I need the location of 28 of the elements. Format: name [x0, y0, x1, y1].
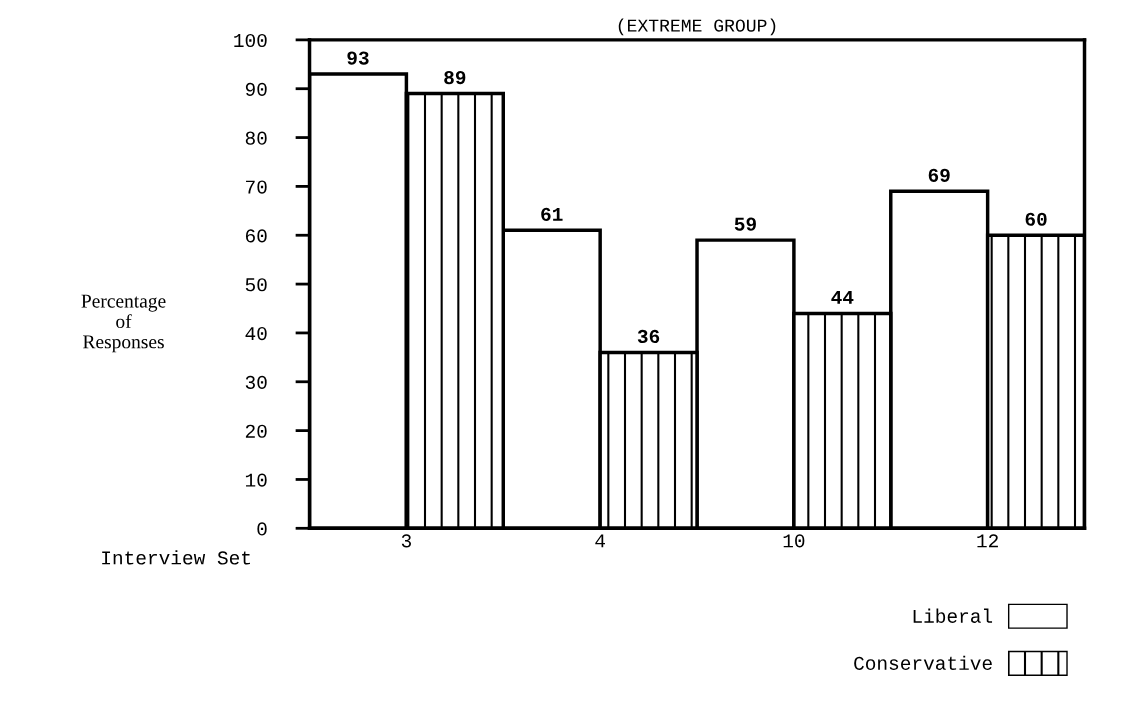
- x-tick-label: 4: [595, 534, 605, 548]
- x-axis-title: Interview Set: [102, 550, 250, 565]
- y-tick-label: 60: [245, 229, 267, 243]
- y-tick-label: 10: [245, 473, 267, 487]
- chart-title: (EXTREME GROUP): [618, 18, 776, 36]
- x-tick-label: 3: [401, 534, 412, 548]
- data-label: 60: [1025, 212, 1047, 226]
- y-tick-label: 90: [245, 82, 267, 96]
- data-label: 44: [831, 290, 854, 304]
- data-label: 61: [541, 207, 563, 221]
- y-tick-label: 30: [245, 375, 267, 390]
- y-tick-label: 40: [245, 326, 267, 341]
- data-label: 59: [734, 217, 756, 231]
- y-tick-label: 0: [257, 522, 267, 536]
- data-label: 93: [347, 51, 369, 65]
- data-label: 69: [928, 168, 950, 182]
- data-label: 36: [637, 329, 660, 344]
- y-tick-label: 100: [234, 33, 267, 48]
- y-tick-label: 20: [245, 424, 267, 438]
- y-tick-label: 50: [245, 278, 267, 292]
- legend-label: Conservative: [854, 655, 992, 670]
- data-label: 89: [444, 71, 466, 85]
- x-tick-label: 12: [977, 534, 998, 548]
- y-tick-label: 70: [246, 180, 267, 194]
- x-tick-label: 10: [783, 534, 805, 548]
- y-axis-title: Percentage of Responses: [81, 294, 166, 353]
- y-tick-label: 80: [245, 131, 267, 145]
- legend-label: Liberal: [913, 608, 993, 623]
